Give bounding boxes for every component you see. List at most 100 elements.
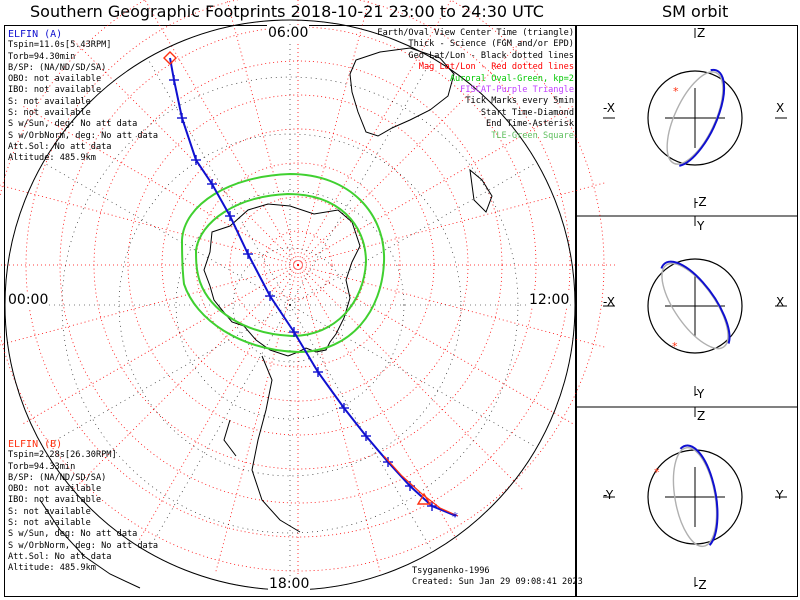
legend-entry: Tick Marks every 5min — [465, 96, 574, 107]
info-line: S: not available — [8, 518, 91, 529]
elfin-a-track — [169, 57, 457, 517]
geo-lon-line — [43, 162, 291, 306]
info-line: OBO: not available — [8, 74, 102, 85]
legend-entry: Auroral Oval-Green, kp=2 — [449, 73, 574, 84]
orbit-frontside — [679, 68, 726, 167]
elfin-a-label: ELFIN (A) — [8, 29, 63, 40]
chart-title: Southern Geographic Footprints 2018-10-2… — [30, 2, 544, 21]
geo-lat-circle — [175, 190, 405, 420]
credit-text: Tsyganenko-1996 — [412, 566, 490, 576]
center-time-triangle — [416, 492, 432, 505]
info-line: Tspin=11.0s[5.43RPM] — [8, 40, 112, 51]
mag-lon-line — [20, 104, 299, 266]
legend-entry: TLE-Green Square — [491, 130, 574, 141]
info-line: Torb=94.30min — [8, 51, 76, 62]
info-line: S w/OrbNorm, deg: No att data — [8, 540, 159, 551]
orbit-axis-label: X — [776, 295, 785, 309]
orbit-axis-label: -Z — [694, 195, 707, 209]
info-line: S w/Sun, deg: No att data — [8, 529, 138, 540]
info-line: Torb=94.33min — [8, 461, 76, 472]
legend-entry: Earth/Oval View Center Time (triangle) — [377, 28, 574, 38]
footer: Tsyganenko-1996 Created: Sun Jan 29 09:0… — [412, 566, 583, 589]
legend: Earth/Oval View Center Time (triangle) T… — [377, 28, 574, 142]
legend-entry: Mag Lat/Lon - Red dotted lines — [418, 62, 574, 73]
orbit-frontside — [679, 444, 719, 546]
mag-lon-line — [297, 264, 459, 543]
orbit-axis-label: Y — [697, 219, 705, 233]
info-line: S: not available — [8, 108, 91, 119]
mag-lat-circle — [59, 26, 537, 504]
mag-lat-circle — [195, 162, 401, 368]
orbit-marker: * — [654, 466, 660, 479]
mag-lon-line — [226, 0, 299, 266]
orbit-panel-frame — [576, 25, 798, 597]
created-text: Created: Sun Jan 29 09:08:41 2023 — [412, 577, 583, 588]
mag-lon-line — [71, 264, 299, 492]
earth-circle — [647, 258, 743, 354]
earth-circle — [647, 70, 743, 166]
legend-entry: Geo Lat/Lon - Black dotted lines — [408, 50, 574, 61]
info-line: IBO: not available — [8, 495, 102, 506]
mag-lon-line — [214, 264, 299, 575]
info-line: S w/OrbNorm, deg: No att data — [8, 130, 159, 141]
orbit-frontside — [660, 260, 731, 344]
elfin-a-info: ELFIN (A) Tspin=11.0s[5.43RPM] Torb=94.3… — [8, 29, 158, 165]
orbit-axis-label: -Y — [603, 488, 614, 502]
orbit-title: SM orbit — [662, 2, 729, 21]
mag-lon-line — [0, 184, 299, 266]
mag-lat-circle — [263, 230, 333, 300]
start-diamond-marker — [163, 51, 177, 65]
mag-lat-circle — [127, 94, 469, 436]
legend-entry: Start Time-Diamond — [480, 107, 574, 118]
mag-lon-line — [297, 38, 525, 266]
africa-coastline — [39, 499, 141, 589]
info-line: OBO: not available — [8, 484, 102, 495]
elfin-b-label: ELFIN (B) — [8, 439, 63, 450]
geo-lon-line — [289, 162, 537, 306]
mag-lon-line — [137, 264, 299, 543]
info-line: S: not available — [8, 96, 91, 107]
island-coastline — [223, 419, 237, 457]
legend-entry: FISCAT-Purple Triangle — [460, 85, 574, 96]
geo-lon-line — [43, 304, 291, 448]
antarctica-coastline — [203, 203, 361, 357]
orbit-axis-label: Z — [697, 26, 706, 40]
info-line: Tspin=2.28s[26.30RPM] — [8, 450, 117, 461]
hour-label-top: 06:00 — [267, 25, 310, 41]
auroral-oval-outer — [180, 172, 386, 354]
hour-label-left: 00:00 — [7, 292, 50, 308]
geo-lon-line — [147, 58, 291, 306]
hour-label-bottom: 18:00 — [268, 576, 311, 592]
mag-lat-circle — [0, 0, 605, 572]
info-line: Att.Sol: No att data — [8, 141, 112, 152]
elfin-b-info: ELFIN (B) Tspin=2.28s[26.30RPM] Torb=94.… — [8, 439, 158, 575]
info-line: Altitude: 485.9km — [8, 153, 96, 164]
mag-lon-line — [297, 264, 576, 426]
mag-lon-line — [297, 104, 576, 266]
orbit-axis-label: Y — [776, 488, 784, 502]
info-line: B/SP: (NA/ND/SD/SA) — [8, 62, 107, 73]
mag-lon-line — [71, 38, 299, 266]
orbit-axis-label: -Y — [694, 387, 705, 401]
geo-lat-circle — [61, 76, 519, 534]
mag-lon-line — [297, 0, 370, 266]
info-line: Altitude: 485.9km — [8, 563, 96, 574]
mag-lon-line — [297, 264, 608, 349]
info-line: S w/Sun, deg: No att data — [8, 119, 138, 130]
geo-lat-circle — [232, 247, 348, 363]
orbit-axis-label: -Z — [694, 578, 707, 592]
orbit-axis-label: X — [776, 101, 785, 115]
info-line: IBO: not available — [8, 85, 102, 96]
auroral-oval-inner — [194, 192, 368, 338]
mag-lon-line — [297, 264, 382, 575]
info-line: B/SP: (NA/ND/SD/SA) — [8, 472, 107, 483]
hour-label-right: 12:00 — [528, 292, 571, 308]
info-line: Att.Sol: No att data — [8, 551, 112, 562]
orbit-marker: * — [673, 85, 679, 98]
orbit-axis-label: -X — [603, 101, 615, 115]
end-asterisk-marker: * — [452, 510, 458, 524]
australia-coastline — [349, 47, 455, 137]
new-zealand-coastline — [469, 168, 493, 213]
legend-entry: End Time-Asterisk — [486, 119, 574, 130]
